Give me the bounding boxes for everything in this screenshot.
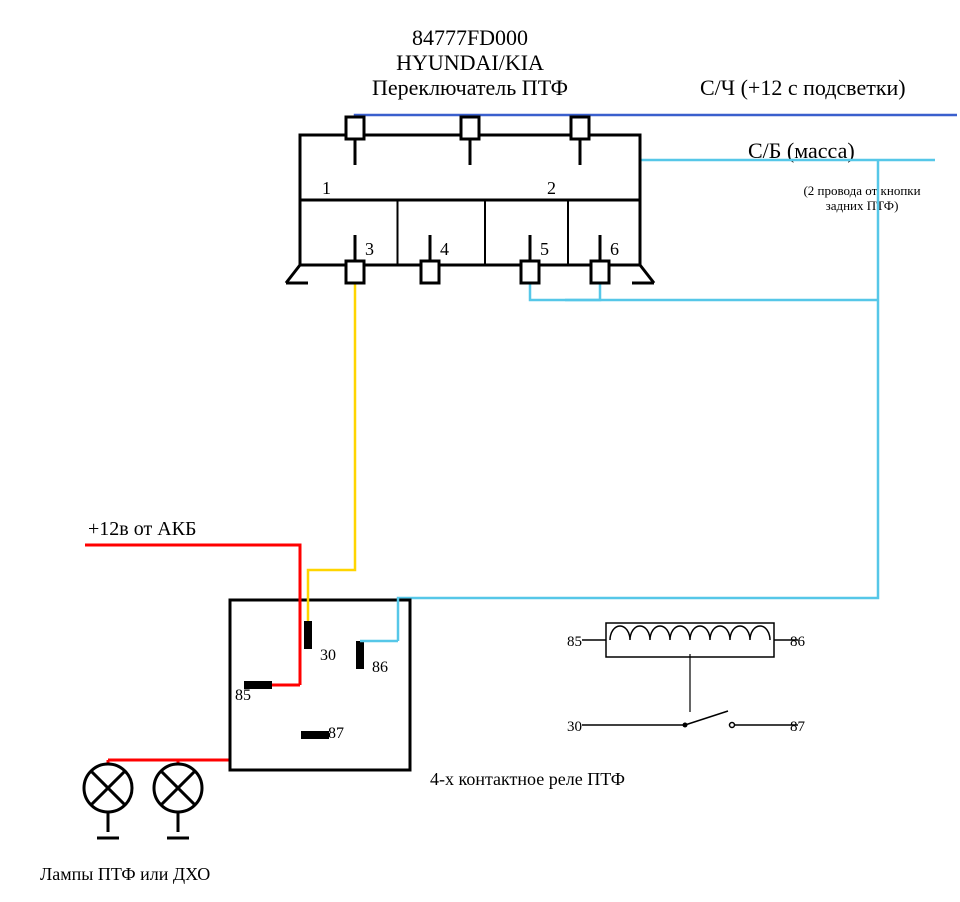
svg-text:85: 85 (235, 687, 251, 704)
svg-text:30: 30 (567, 719, 582, 735)
svg-text:1: 1 (322, 178, 331, 198)
svg-text:2: 2 (547, 178, 556, 198)
svg-text:87: 87 (790, 719, 806, 735)
switch-label: Переключатель ПТФ (372, 75, 568, 100)
relay-schematic-coil (610, 626, 770, 640)
label-sch: С/Ч (+12 с подсветки) (700, 75, 906, 100)
relay-box (230, 600, 410, 770)
svg-text:5: 5 (540, 239, 549, 259)
relay-label: 4-х контактное реле ПТФ (430, 769, 625, 789)
label-akb: +12в от АКБ (88, 518, 196, 540)
wire-cyan-to-relay86 (398, 300, 878, 645)
wiring-diagram: 84777FD000HYUNDAI/KIAПереключатель ПТФ С/… (0, 0, 960, 902)
svg-text:6: 6 (610, 239, 619, 259)
svg-text:87: 87 (328, 725, 344, 742)
lamps-label: Лампы ПТФ или ДХО (40, 864, 210, 884)
svg-text:86: 86 (790, 634, 806, 650)
note-line2: задних ПТФ) (826, 198, 899, 213)
brand-label: HYUNDAI/KIA (396, 50, 544, 75)
svg-text:85: 85 (567, 634, 582, 650)
svg-text:86: 86 (372, 659, 388, 676)
svg-text:3: 3 (365, 239, 374, 259)
wire-yellow-pin3-to-30 (308, 240, 355, 623)
svg-text:30: 30 (320, 647, 336, 664)
note-line1: (2 провода от кнопки (803, 183, 920, 198)
svg-text:4: 4 (440, 239, 449, 259)
part-number: 84777FD000 (412, 25, 528, 50)
